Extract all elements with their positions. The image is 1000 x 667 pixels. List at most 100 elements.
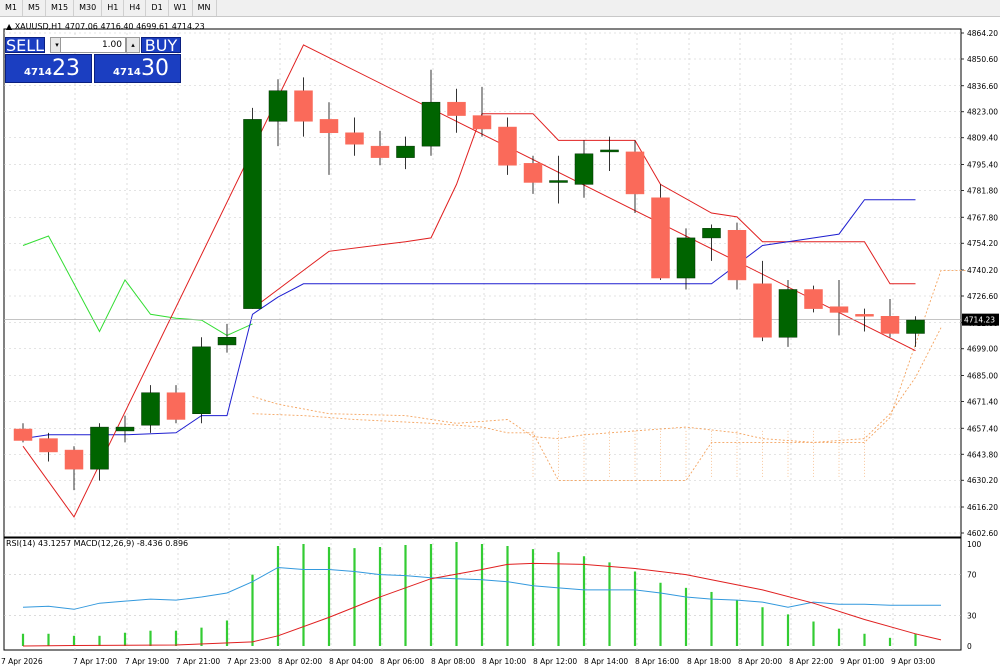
candle-body [345, 132, 364, 145]
price-tick-label: 4795.40 [967, 160, 998, 169]
candle-body [294, 90, 313, 122]
price-tick-label: 4726.60 [967, 292, 998, 301]
time-label: 7 Apr 23:00 [227, 657, 271, 666]
cloud-span-a-line [252, 327, 942, 443]
timeframe-m15[interactable]: M15 [46, 0, 75, 16]
candle-body [676, 237, 696, 279]
candle-body [880, 316, 900, 334]
candle-body [574, 153, 594, 185]
candle-body [243, 119, 262, 309]
buy-button[interactable]: BUY [141, 37, 181, 54]
chart-header: ▲ XAUUSD,H1 4707.06 4716.40 4699.61 4714… [6, 22, 205, 31]
time-label: 9 Apr 03:00 [891, 657, 935, 666]
candle-body [778, 289, 798, 338]
timeframe-mn[interactable]: MN [193, 0, 217, 16]
time-label: 8 Apr 02:00 [278, 657, 322, 666]
candle-body [115, 426, 135, 432]
candle-body [753, 283, 772, 338]
symbol-label: XAUUSD,H1 [14, 22, 63, 31]
price-tick-label: 4836.60 [967, 82, 998, 91]
time-label: 9 Apr 01:00 [840, 657, 884, 666]
candle-body [370, 145, 390, 158]
ohlc-label: 4707.06 4716.40 4699.61 4714.23 [64, 22, 205, 31]
indicator-level-label: 0 [967, 642, 972, 651]
price-chart[interactable]: 4864.20 4850.60 4836.60 4823.00 4809.40 4795.… [0, 17, 1000, 667]
price-pane-border [3, 28, 962, 538]
candle-body [549, 180, 568, 183]
candle-body [319, 119, 339, 134]
time-label: 7 Apr 21:00 [176, 657, 220, 666]
buy-price-box[interactable]: 4714 30 [94, 54, 181, 83]
sell-price-base: 4714 [24, 67, 52, 78]
timeframe-d1[interactable]: D1 [146, 0, 169, 16]
blue-indicator-line [22, 199, 916, 440]
rsi-line [22, 566, 941, 610]
time-label: 7 Apr 2026 [1, 657, 43, 666]
current-price-label: 4714.23 [964, 316, 995, 325]
candle-body [906, 319, 925, 334]
indicator-pane-border [3, 537, 962, 651]
candle-body [829, 306, 849, 313]
sell-price-box[interactable]: 4714 23 [5, 54, 92, 83]
price-tick-label: 4643.80 [967, 450, 998, 459]
chart-area[interactable]: 4864.20 4850.60 4836.60 4823.00 4809.40 4795.… [0, 17, 1000, 667]
timeframe-m5[interactable]: M5 [23, 0, 46, 16]
candle-body [702, 228, 721, 239]
indicator-level-label: 100 [967, 540, 982, 549]
price-tick-label: 4602.60 [967, 529, 998, 538]
price-tick-label: 4754.20 [967, 239, 998, 248]
candle-body [472, 115, 492, 130]
price-tick-label: 4671.40 [967, 398, 998, 407]
upper-band-line [252, 113, 916, 310]
time-label: 8 Apr 14:00 [584, 657, 628, 666]
buy-price-base: 4714 [113, 67, 141, 78]
candle-body [396, 145, 415, 158]
candle-body [600, 149, 619, 153]
indicator-level-label: 70 [967, 571, 977, 580]
chevron-down-icon: ▾ [55, 41, 59, 49]
cloud-span-b-line [252, 269, 967, 482]
timeframe-h4[interactable]: H4 [124, 0, 147, 16]
price-tick-label: 4657.40 [967, 424, 998, 433]
indicator-level-label: 30 [967, 611, 977, 620]
time-label: 8 Apr 12:00 [533, 657, 577, 666]
timeframe-h1[interactable]: H1 [102, 0, 125, 16]
price-tick-label: 4864.20 [967, 29, 998, 38]
chart-triangle-icon: ▲ [6, 22, 15, 31]
candle-body [217, 337, 237, 346]
candle-body [804, 289, 823, 309]
time-label: 8 Apr 08:00 [431, 657, 475, 666]
time-label: 8 Apr 10:00 [482, 657, 526, 666]
time-label: 7 Apr 19:00 [125, 657, 169, 666]
price-tick-label: 4781.80 [967, 186, 998, 195]
candle-body [523, 163, 543, 183]
time-label: 8 Apr 06:00 [380, 657, 424, 666]
time-label: 8 Apr 16:00 [635, 657, 679, 666]
green-indicator-line [22, 235, 253, 336]
candle-body [855, 314, 874, 317]
current-price-box [962, 313, 999, 326]
candle-body [13, 428, 33, 441]
timeframe-w1[interactable]: W1 [169, 0, 193, 16]
candle-body [166, 392, 186, 420]
time-label: 8 Apr 04:00 [329, 657, 373, 666]
candle-body [727, 229, 747, 281]
candle-body [447, 101, 466, 116]
macd-signal-line [22, 562, 942, 647]
indicator-header: RSI(14) 43.1257 MACD(12,26,9) -8.436 0.8… [6, 539, 189, 548]
price-tick-label: 4823.00 [967, 108, 998, 117]
zigzag-line [22, 44, 916, 518]
sell-price-pips: 23 [52, 56, 80, 81]
lot-size-input[interactable]: 1.00 [60, 37, 126, 53]
timeframe-m30[interactable]: M30 [74, 0, 103, 16]
timeframe-m1[interactable]: M1 [0, 0, 23, 16]
price-tick-label: 4740.20 [967, 266, 998, 275]
candle-body [625, 151, 645, 195]
chevron-up-icon: ▴ [131, 41, 135, 49]
price-tick-label: 4699.00 [967, 345, 998, 354]
price-tick-label: 4767.80 [967, 213, 998, 222]
candle-body [192, 346, 211, 414]
sell-button[interactable]: SELL [5, 36, 45, 55]
lot-increase-button[interactable]: ▴ [126, 37, 140, 53]
time-label: 8 Apr 22:00 [789, 657, 833, 666]
